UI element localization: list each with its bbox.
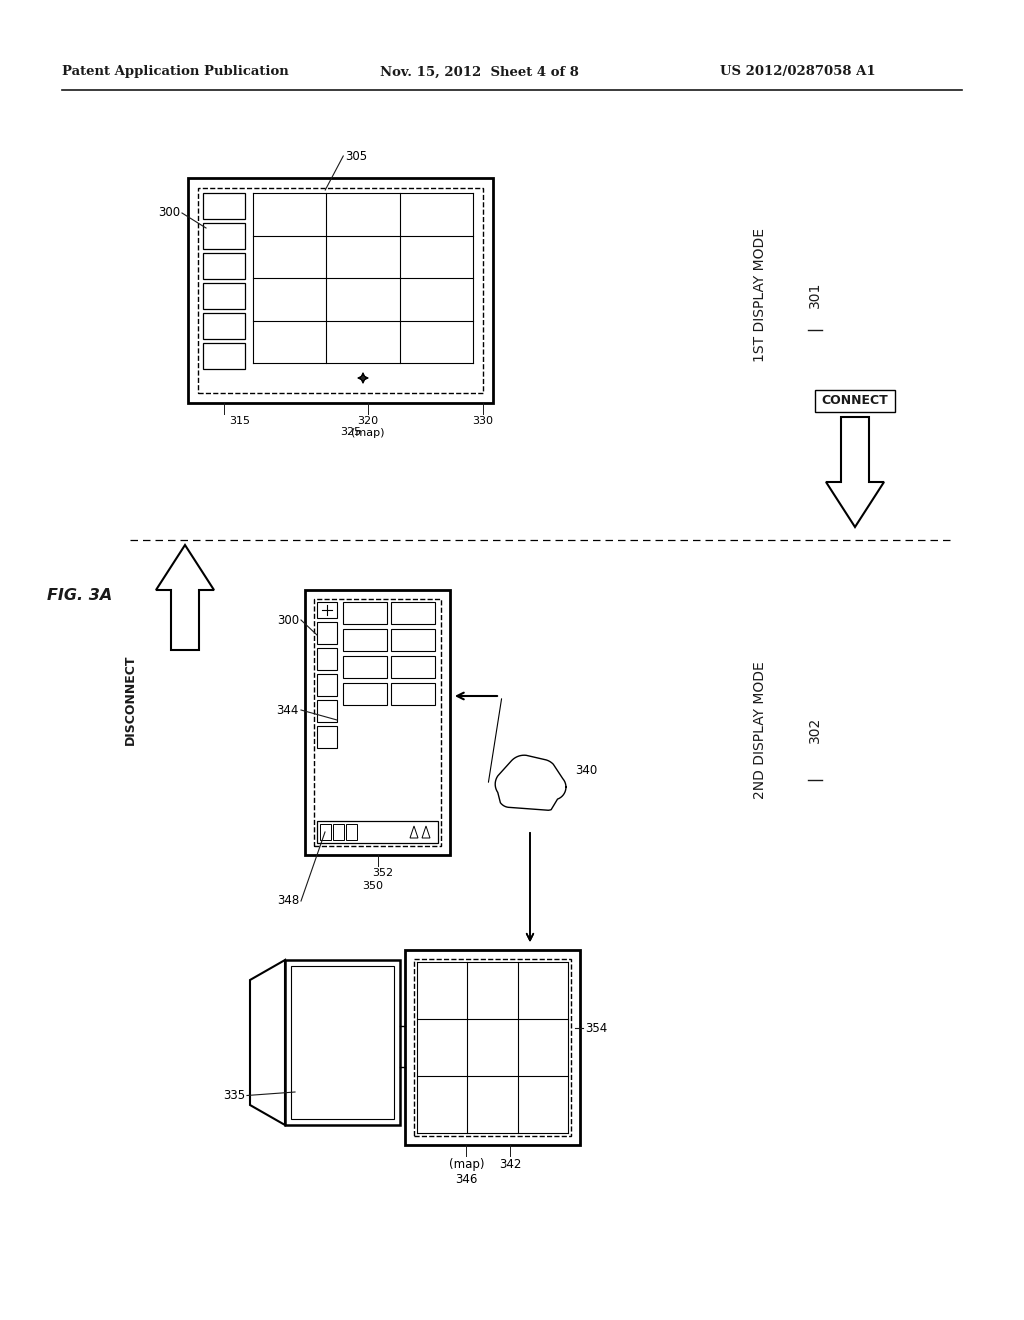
- Text: Nov. 15, 2012  Sheet 4 of 8: Nov. 15, 2012 Sheet 4 of 8: [380, 66, 579, 78]
- Text: DISCONNECT: DISCONNECT: [124, 655, 136, 746]
- Text: 1ST DISPLAY MODE: 1ST DISPLAY MODE: [753, 228, 767, 362]
- Text: (map)
346: (map) 346: [449, 1158, 484, 1185]
- Bar: [317, 602, 337, 618]
- Text: 2ND DISPLAY MODE: 2ND DISPLAY MODE: [753, 661, 767, 799]
- Text: 350: 350: [362, 880, 383, 891]
- Text: 325: 325: [340, 426, 361, 437]
- Circle shape: [498, 784, 521, 808]
- Text: 335: 335: [223, 1089, 245, 1102]
- Polygon shape: [422, 826, 430, 838]
- Circle shape: [541, 775, 566, 800]
- Polygon shape: [410, 826, 418, 838]
- Polygon shape: [826, 417, 884, 527]
- Bar: [346, 824, 357, 840]
- Text: 301: 301: [808, 281, 822, 308]
- Bar: [203, 343, 245, 370]
- Text: 348: 348: [276, 895, 299, 908]
- Bar: [314, 599, 441, 846]
- Text: 302: 302: [808, 717, 822, 743]
- Bar: [815, 389, 895, 412]
- Bar: [343, 682, 387, 705]
- Bar: [317, 648, 337, 671]
- Circle shape: [507, 755, 542, 789]
- Bar: [203, 193, 245, 219]
- Bar: [333, 824, 344, 840]
- Text: 300: 300: [276, 614, 299, 627]
- Text: 305: 305: [345, 149, 368, 162]
- Text: 300: 300: [158, 206, 180, 219]
- Circle shape: [514, 789, 540, 814]
- Text: 320
(map): 320 (map): [351, 416, 385, 438]
- Bar: [406, 950, 580, 1144]
- Bar: [391, 682, 435, 705]
- Bar: [343, 630, 387, 651]
- Bar: [319, 824, 331, 840]
- Bar: [291, 966, 394, 1119]
- Polygon shape: [156, 545, 214, 649]
- Text: 330: 330: [472, 416, 494, 426]
- Circle shape: [496, 770, 524, 799]
- Polygon shape: [496, 755, 566, 810]
- Bar: [317, 675, 337, 696]
- Bar: [203, 253, 245, 279]
- Bar: [198, 187, 483, 393]
- Bar: [317, 726, 337, 748]
- Text: Patent Application Publication: Patent Application Publication: [62, 66, 289, 78]
- Text: CONNECT: CONNECT: [821, 395, 889, 408]
- Bar: [343, 602, 387, 624]
- Bar: [203, 282, 245, 309]
- Bar: [391, 656, 435, 678]
- Bar: [343, 656, 387, 678]
- Bar: [391, 630, 435, 651]
- Polygon shape: [250, 960, 285, 1125]
- Circle shape: [536, 787, 559, 810]
- Text: 340: 340: [575, 763, 597, 776]
- Bar: [188, 178, 493, 403]
- Bar: [305, 590, 450, 855]
- Text: 344: 344: [276, 704, 299, 717]
- Text: US 2012/0287058 A1: US 2012/0287058 A1: [720, 66, 876, 78]
- Bar: [317, 700, 337, 722]
- Text: FIG. 3A: FIG. 3A: [47, 587, 113, 602]
- Bar: [203, 223, 245, 249]
- Text: 315: 315: [229, 416, 250, 426]
- Bar: [317, 622, 337, 644]
- Bar: [285, 960, 400, 1125]
- Bar: [391, 602, 435, 624]
- Bar: [317, 821, 438, 843]
- Text: 354: 354: [585, 1022, 607, 1035]
- Text: 342: 342: [499, 1158, 521, 1171]
- Bar: [414, 960, 571, 1137]
- Text: 352: 352: [372, 869, 393, 878]
- Bar: [203, 313, 245, 339]
- Circle shape: [525, 759, 558, 792]
